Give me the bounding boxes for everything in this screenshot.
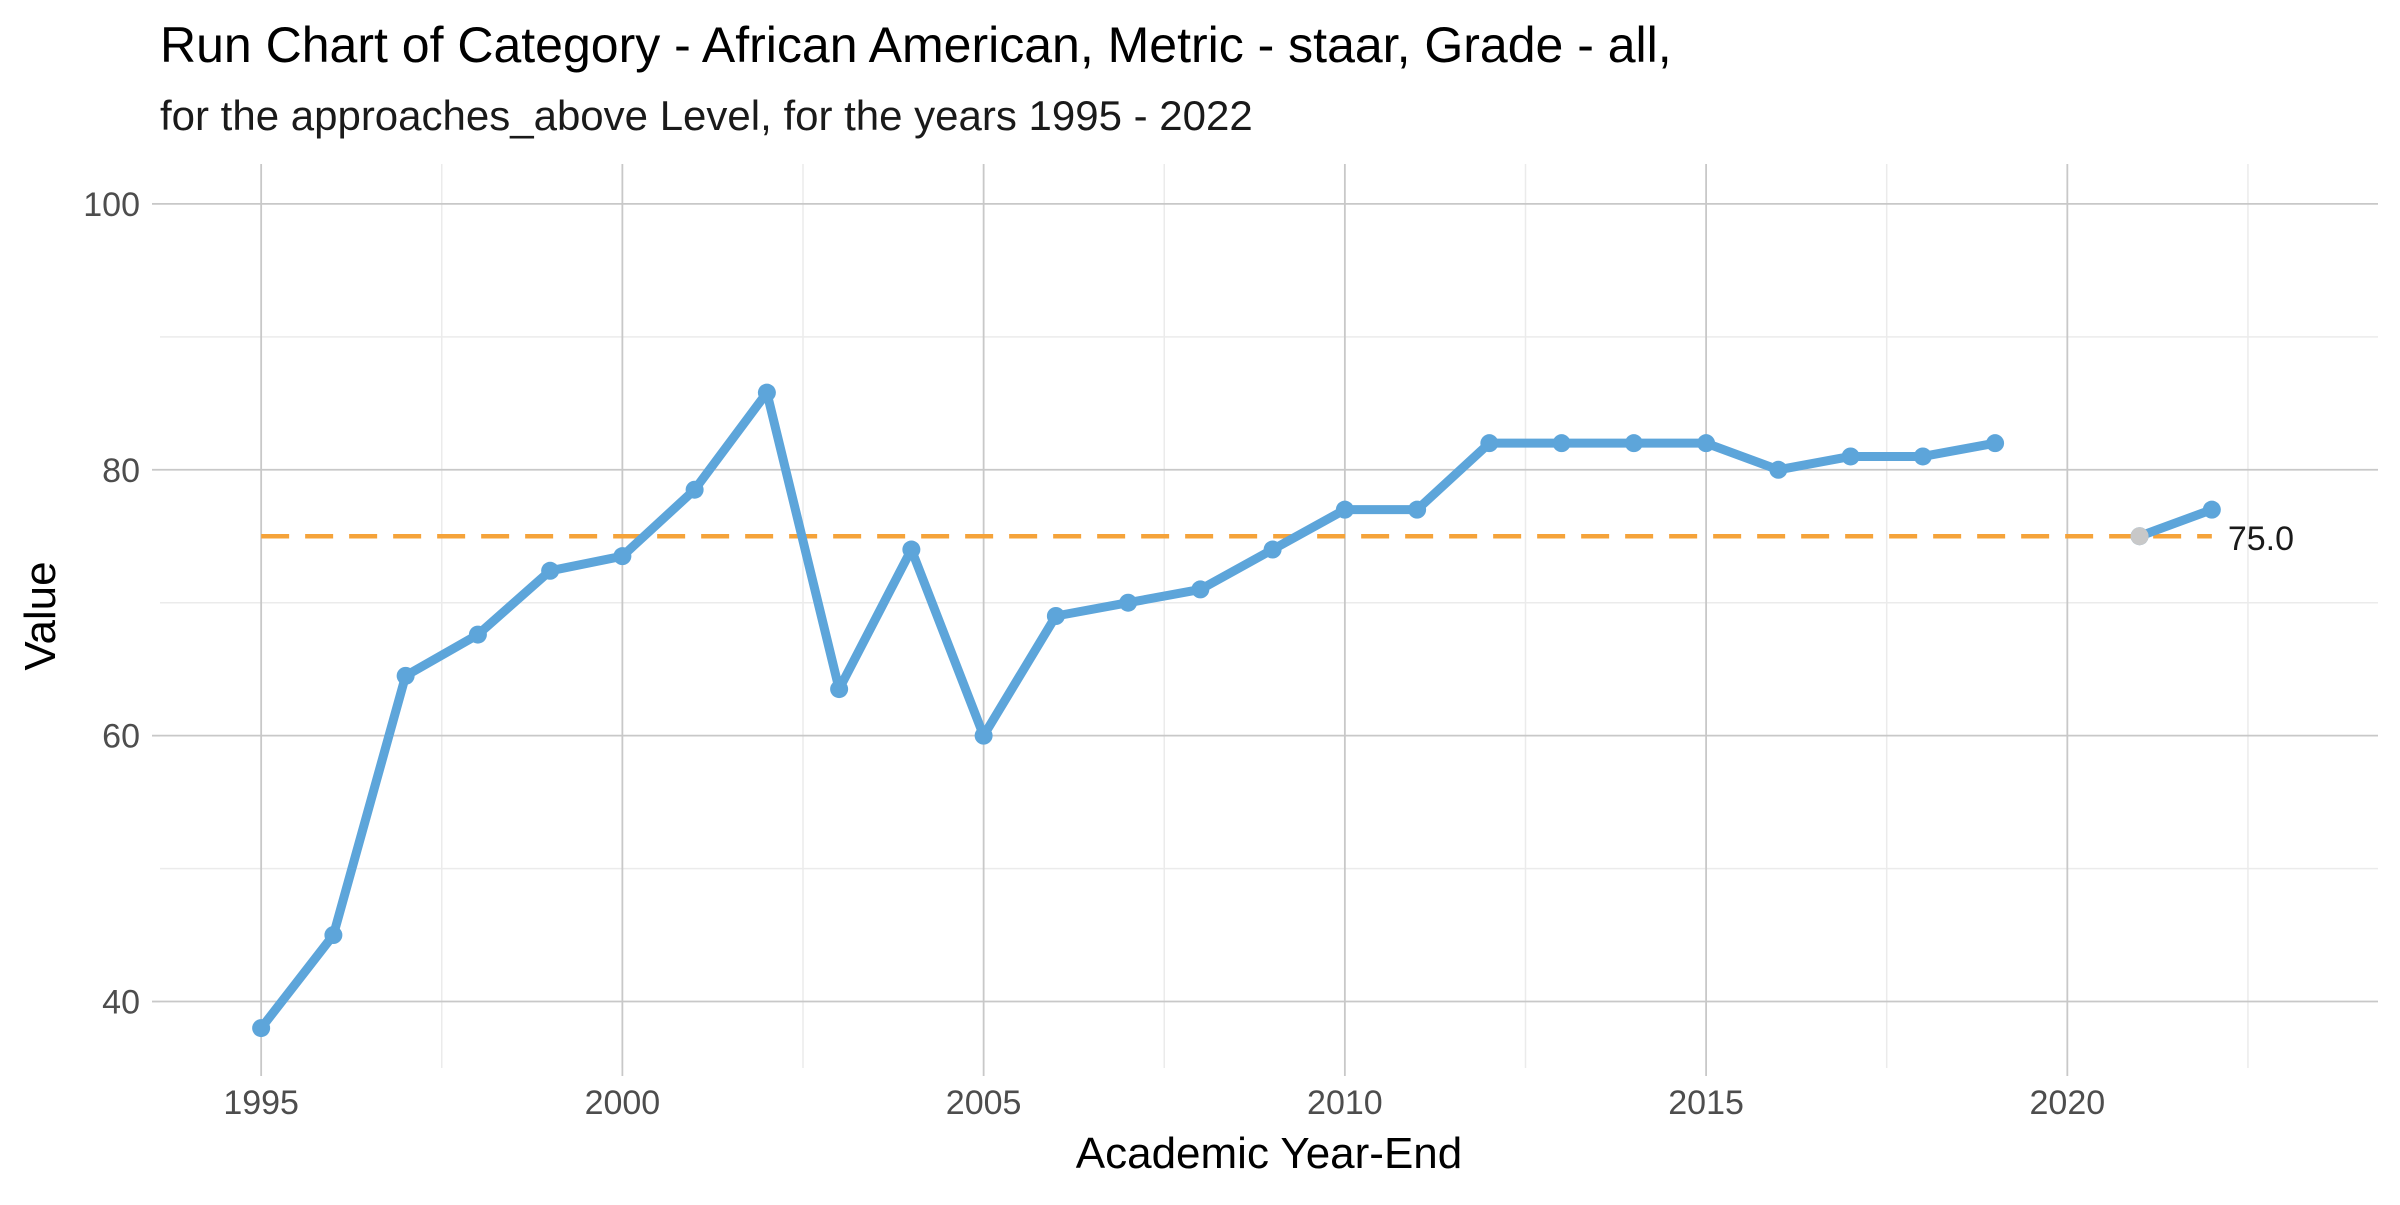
data-point <box>1119 593 1138 612</box>
data-point <box>1191 580 1210 599</box>
data-point <box>974 726 993 745</box>
data-point <box>396 666 415 685</box>
plot-panel <box>160 164 2378 1068</box>
y-tick-label: 80 <box>102 452 140 490</box>
data-point <box>685 480 704 499</box>
data-point <box>1263 540 1282 559</box>
data-point <box>2202 500 2221 519</box>
series-layer <box>252 383 2221 1038</box>
y-axis-ticks: 40 60 80 100 <box>83 186 160 1022</box>
data-point <box>830 680 849 699</box>
y-axis-title: Value <box>16 561 65 670</box>
data-point <box>1769 460 1788 479</box>
data-point <box>613 547 632 566</box>
y-tick-label: 40 <box>102 984 140 1022</box>
data-point <box>468 625 487 644</box>
x-tick-label: 2010 <box>1307 1084 1383 1122</box>
data-point <box>541 561 560 580</box>
x-tick-label: 2005 <box>946 1084 1022 1122</box>
data-point <box>1986 434 2005 453</box>
data-point <box>1697 434 1716 453</box>
data-point <box>1335 500 1354 519</box>
y-tick-label: 60 <box>102 718 140 756</box>
data-point <box>757 383 776 402</box>
data-point <box>252 1019 271 1038</box>
x-tick-label: 2020 <box>2030 1084 2106 1122</box>
data-point <box>902 540 921 559</box>
data-point <box>1841 447 1860 466</box>
highlight-point <box>2130 527 2149 546</box>
data-point <box>1552 434 1571 453</box>
minor-grid <box>160 164 2378 1068</box>
data-point <box>1624 434 1643 453</box>
data-point <box>1480 434 1499 453</box>
x-axis-title: Academic Year-End <box>1076 1129 1462 1178</box>
x-axis-ticks: 1995 2000 2005 2010 2015 2020 <box>223 1068 2105 1122</box>
data-point <box>1913 447 1932 466</box>
major-grid <box>160 164 2378 1068</box>
chart-title: Run Chart of Category - African American… <box>160 17 1672 73</box>
reference-line-label: 75.0 <box>2228 520 2294 558</box>
chart-subtitle: for the approaches_above Level, for the … <box>160 92 1253 139</box>
reference-layer: 75.0 <box>261 520 2294 558</box>
x-tick-label: 2000 <box>585 1084 661 1122</box>
data-point <box>1408 500 1427 519</box>
data-point <box>1046 607 1065 625</box>
y-tick-label: 100 <box>83 186 140 224</box>
x-tick-label: 2015 <box>1668 1084 1744 1122</box>
data-point <box>324 926 343 945</box>
x-tick-label: 1995 <box>223 1084 299 1122</box>
series-line <box>2135 505 2217 541</box>
